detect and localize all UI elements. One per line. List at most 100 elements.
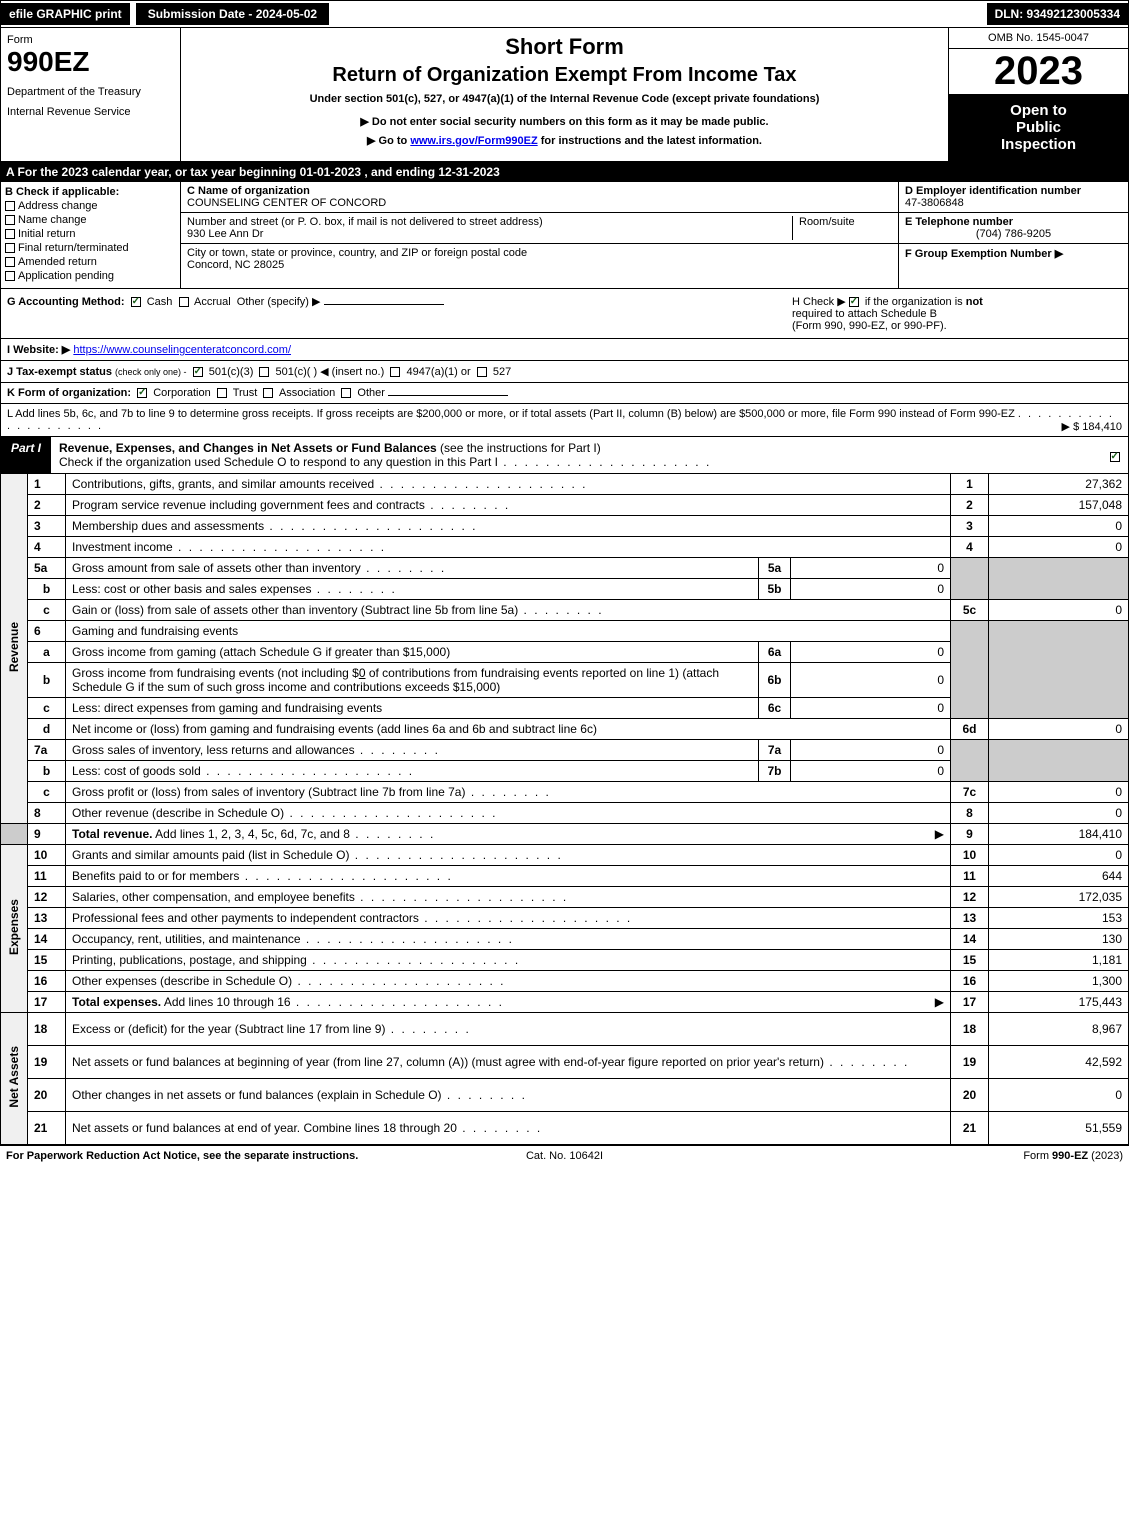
chk-final-return[interactable]: Final return/terminated bbox=[5, 242, 176, 254]
accrual-label: Accrual bbox=[194, 296, 231, 308]
footer-right: Form 990-EZ (2023) bbox=[751, 1150, 1123, 1162]
line-15-desc: Printing, publications, postage, and shi… bbox=[72, 953, 307, 967]
goto-pre: ▶ Go to bbox=[367, 135, 410, 147]
return-title: Return of Organization Exempt From Incom… bbox=[187, 64, 942, 87]
other-specify-input[interactable] bbox=[324, 304, 444, 305]
line-6b-desc-pre: Gross income from fundraising events (no… bbox=[72, 666, 359, 680]
open-to: Open to bbox=[957, 102, 1120, 119]
footer-form-post: (2023) bbox=[1088, 1150, 1123, 1162]
opt-527: 527 bbox=[493, 366, 511, 378]
goto-link[interactable]: www.irs.gov/Form990EZ bbox=[410, 135, 537, 147]
other-org-input[interactable] bbox=[388, 395, 508, 396]
line-1-val: 27,362 bbox=[989, 474, 1129, 495]
line-19-val: 42,592 bbox=[989, 1045, 1129, 1078]
line-6a-desc: Gross income from gaming (attach Schedul… bbox=[72, 645, 450, 659]
line-14: 14Occupancy, rent, utilities, and mainte… bbox=[1, 929, 1129, 950]
line-19: 19Net assets or fund balances at beginni… bbox=[1, 1045, 1129, 1078]
ein-label: D Employer identification number bbox=[905, 185, 1122, 197]
line-9-val: 184,410 bbox=[989, 824, 1129, 845]
footer-form-bold: 990-EZ bbox=[1052, 1150, 1088, 1162]
chk-application-pending[interactable]: Application pending bbox=[5, 270, 176, 282]
cash-label: Cash bbox=[147, 296, 173, 308]
chk-name-change[interactable]: Name change bbox=[5, 214, 176, 226]
netassets-vert-label: Net Assets bbox=[1, 1013, 28, 1145]
chk-application-pending-label: Application pending bbox=[18, 270, 114, 282]
row-l-amount: ▶ $ 184,410 bbox=[1062, 420, 1122, 433]
line-7b-mini: 0 bbox=[791, 761, 951, 782]
line-17: 17Total expenses. Add lines 10 through 1… bbox=[1, 992, 1129, 1013]
form-org-label: K Form of organization: bbox=[7, 387, 131, 399]
under-section: Under section 501(c), 527, or 4947(a)(1)… bbox=[187, 93, 942, 105]
line-5a-desc: Gross amount from sale of assets other t… bbox=[72, 561, 361, 575]
chk-name-change-label: Name change bbox=[18, 214, 87, 226]
chk-501c3[interactable] bbox=[193, 367, 203, 377]
dept-irs: Internal Revenue Service bbox=[7, 106, 174, 118]
box-b-label: B Check if applicable: bbox=[5, 186, 176, 198]
do-not-ssn: ▶ Do not enter social security numbers o… bbox=[187, 115, 942, 128]
chk-amended-return[interactable]: Amended return bbox=[5, 256, 176, 268]
line-4: 4Investment income 40 bbox=[1, 537, 1129, 558]
chk-initial-return[interactable]: Initial return bbox=[5, 228, 176, 240]
line-6: 6Gaming and fundraising events bbox=[1, 621, 1129, 642]
chk-address-change-label: Address change bbox=[18, 200, 98, 212]
line-6d-val: 0 bbox=[989, 719, 1129, 740]
group-exemption-label: F Group Exemption Number ▶ bbox=[905, 247, 1122, 260]
box-c-city: City or town, state or province, country… bbox=[181, 244, 898, 274]
line-11-desc: Benefits paid to or for members bbox=[72, 869, 239, 883]
line-5c-val: 0 bbox=[989, 600, 1129, 621]
line-7c: cGross profit or (loss) from sales of in… bbox=[1, 782, 1129, 803]
city-value: Concord, NC 28025 bbox=[187, 259, 284, 271]
submission-date: Submission Date - 2024-05-02 bbox=[134, 1, 331, 27]
chk-corporation[interactable] bbox=[137, 388, 147, 398]
chk-address-change[interactable]: Address change bbox=[5, 200, 176, 212]
part1-check[interactable] bbox=[1104, 437, 1128, 473]
opt-501c3: 501(c)(3) bbox=[209, 366, 254, 378]
org-name: COUNSELING CENTER OF CONCORD bbox=[187, 197, 386, 209]
line-13-val: 153 bbox=[989, 908, 1129, 929]
efile-print-label[interactable]: efile GRAPHIC print bbox=[1, 3, 130, 25]
chk-4947[interactable] bbox=[390, 367, 400, 377]
expenses-vert-label: Expenses bbox=[1, 845, 28, 1013]
chk-trust[interactable] bbox=[217, 388, 227, 398]
row-j: J Tax-exempt status (check only one) - 5… bbox=[0, 361, 1129, 383]
header-left: Form 990EZ Department of the Treasury In… bbox=[1, 28, 181, 161]
row-l: L Add lines 5b, 6c, and 7b to line 9 to … bbox=[0, 404, 1129, 437]
goto-post: for instructions and the latest informat… bbox=[538, 135, 762, 147]
line-7b-desc: Less: cost of goods sold bbox=[72, 764, 201, 778]
line-12-desc: Salaries, other compensation, and employ… bbox=[72, 890, 355, 904]
line-16-val: 1,300 bbox=[989, 971, 1129, 992]
chk-association[interactable] bbox=[263, 388, 273, 398]
line-5b-mini: 0 bbox=[791, 579, 951, 600]
line-4-val: 0 bbox=[989, 537, 1129, 558]
city-label: City or town, state or province, country… bbox=[187, 247, 527, 259]
line-2: 2Program service revenue including gover… bbox=[1, 495, 1129, 516]
line-3: 3Membership dues and assessments 30 bbox=[1, 516, 1129, 537]
open-public-box: Open to Public Inspection bbox=[949, 94, 1128, 161]
line-1: Revenue 1 Contributions, gifts, grants, … bbox=[1, 474, 1129, 495]
website-link[interactable]: https://www.counselingcenteratconcord.co… bbox=[73, 344, 291, 356]
chk-schedule-b[interactable] bbox=[849, 297, 859, 307]
line-10-desc: Grants and similar amounts paid (list in… bbox=[72, 848, 349, 862]
opt-501c: 501(c)( ) ◀ (insert no.) bbox=[276, 366, 385, 378]
part1-header: Part I Revenue, Expenses, and Changes in… bbox=[0, 437, 1129, 474]
addr-value: 930 Lee Ann Dr bbox=[187, 228, 263, 240]
chk-accrual[interactable] bbox=[179, 297, 189, 307]
chk-501c[interactable] bbox=[259, 367, 269, 377]
line-6-desc: Gaming and fundraising events bbox=[66, 621, 951, 642]
line-20-desc: Other changes in net assets or fund bala… bbox=[72, 1088, 442, 1102]
row-i: I Website: ▶ https://www.counselingcente… bbox=[0, 339, 1129, 361]
box-b: B Check if applicable: Address change Na… bbox=[1, 182, 181, 288]
chk-cash[interactable] bbox=[131, 297, 141, 307]
line-6c-mini: 0 bbox=[791, 698, 951, 719]
ein-value: 47-3806848 bbox=[905, 197, 1122, 209]
form-header: Form 990EZ Department of the Treasury In… bbox=[0, 28, 1129, 162]
line-18-desc: Excess or (deficit) for the year (Subtra… bbox=[72, 1022, 385, 1036]
line-6d-desc: Net income or (loss) from gaming and fun… bbox=[72, 722, 597, 736]
chk-527[interactable] bbox=[477, 367, 487, 377]
omb-number: OMB No. 1545-0047 bbox=[949, 28, 1128, 49]
line-21-desc: Net assets or fund balances at end of ye… bbox=[72, 1121, 457, 1135]
revenue-vert-label: Revenue bbox=[1, 474, 28, 824]
chk-other-org[interactable] bbox=[341, 388, 351, 398]
chk-initial-return-label: Initial return bbox=[18, 228, 75, 240]
page-footer: For Paperwork Reduction Act Notice, see … bbox=[0, 1145, 1129, 1166]
